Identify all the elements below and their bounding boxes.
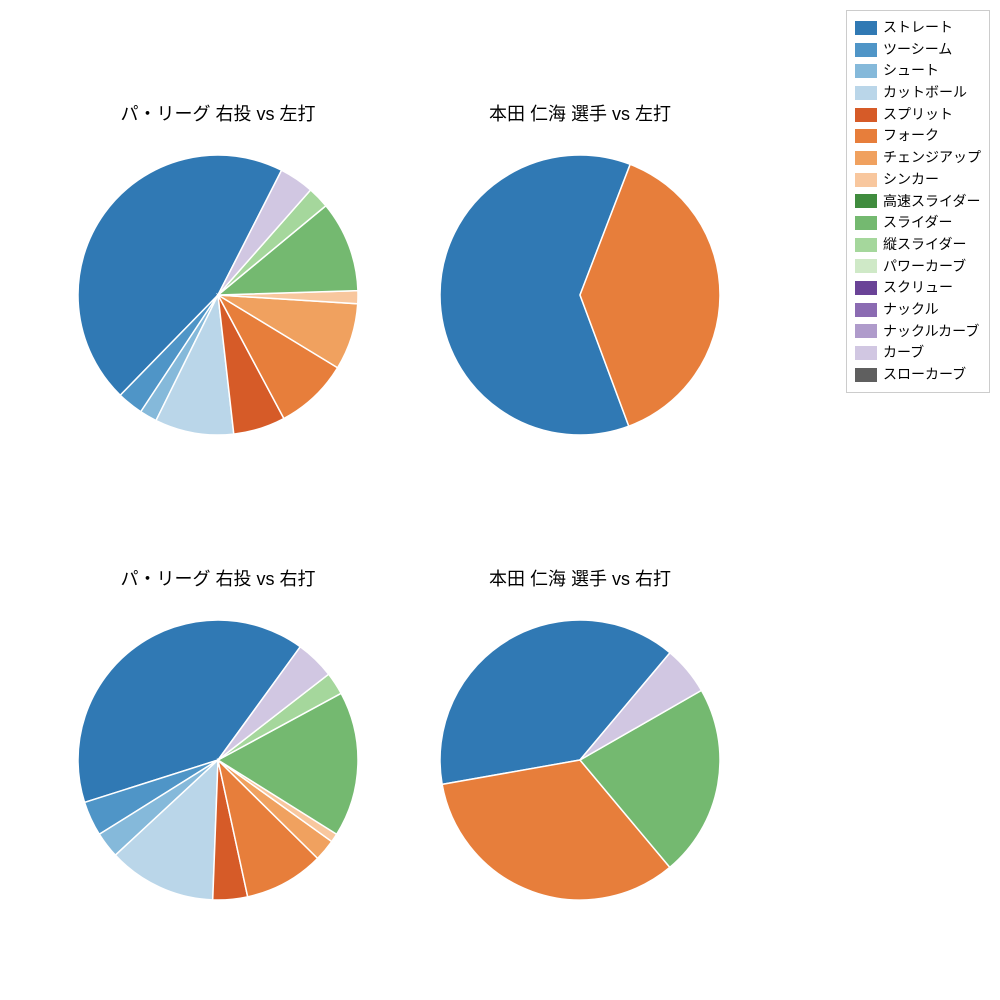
legend-item-vert_slider: 縦スライダー	[855, 234, 981, 256]
legend-item-two_seam: ツーシーム	[855, 39, 981, 61]
legend-swatch	[855, 238, 877, 252]
legend-swatch	[855, 259, 877, 273]
legend-swatch	[855, 43, 877, 57]
chart-title-bottom-right: 本田 仁海 選手 vs 右打	[489, 565, 671, 591]
legend-item-slider: スライダー	[855, 212, 981, 234]
legend-label: スライダー	[883, 212, 952, 234]
legend-item-shoot: シュート	[855, 60, 981, 82]
legend-swatch	[855, 346, 877, 360]
legend-label: スプリット	[883, 104, 953, 126]
legend-swatch	[855, 108, 877, 122]
legend-item-power_curve: パワーカーブ	[855, 256, 981, 278]
legend-item-curve: カーブ	[855, 342, 981, 364]
legend-swatch	[855, 194, 877, 208]
legend-swatch	[855, 216, 877, 230]
legend-item-split: スプリット	[855, 104, 981, 126]
legend-item-cutball: カットボール	[855, 82, 981, 104]
legend-label: ストレート	[883, 17, 953, 39]
legend-label: ナックル	[883, 299, 939, 321]
legend-item-fork: フォーク	[855, 125, 981, 147]
legend-label: フォーク	[883, 125, 939, 147]
chart-title-top-right: 本田 仁海 選手 vs 左打	[489, 100, 671, 126]
chart-title-bottom-left: パ・リーグ 右投 vs 右打	[120, 565, 315, 591]
legend-item-straight: ストレート	[855, 17, 981, 39]
legend-label: スクリュー	[883, 277, 953, 299]
legend-item-fast_slider: 高速スライダー	[855, 191, 981, 213]
legend-label: スローカーブ	[883, 364, 966, 386]
legend-label: カットボール	[883, 82, 967, 104]
legend-swatch	[855, 64, 877, 78]
legend: ストレートツーシームシュートカットボールスプリットフォークチェンジアップシンカー…	[846, 10, 990, 393]
legend-label: カーブ	[883, 342, 924, 364]
legend-item-slow_curve: スローカーブ	[855, 364, 981, 386]
legend-item-knuckle: ナックル	[855, 299, 981, 321]
legend-swatch	[855, 86, 877, 100]
legend-swatch	[855, 173, 877, 187]
legend-item-changeup: チェンジアップ	[855, 147, 981, 169]
chart-title-top-left: パ・リーグ 右投 vs 左打	[120, 100, 315, 126]
legend-label: パワーカーブ	[883, 256, 966, 278]
legend-label: ナックルカーブ	[883, 321, 979, 343]
legend-label: シュート	[883, 60, 939, 82]
legend-swatch	[855, 281, 877, 295]
legend-label: シンカー	[883, 169, 939, 191]
legend-item-screw: スクリュー	[855, 277, 981, 299]
legend-swatch	[855, 21, 877, 35]
legend-swatch	[855, 324, 877, 338]
legend-item-sinker: シンカー	[855, 169, 981, 191]
pie-top-left	[76, 153, 360, 437]
legend-label: 縦スライダー	[883, 234, 966, 256]
pie-top-right	[438, 153, 722, 437]
pie-bottom-left	[76, 618, 360, 902]
legend-label: 高速スライダー	[883, 191, 980, 213]
legend-label: ツーシーム	[883, 39, 952, 61]
legend-swatch	[855, 303, 877, 317]
legend-swatch	[855, 151, 877, 165]
legend-item-knuckle_curve: ナックルカーブ	[855, 321, 981, 343]
pie-bottom-right	[438, 618, 722, 902]
legend-swatch	[855, 129, 877, 143]
legend-swatch	[855, 368, 877, 382]
legend-label: チェンジアップ	[883, 147, 981, 169]
